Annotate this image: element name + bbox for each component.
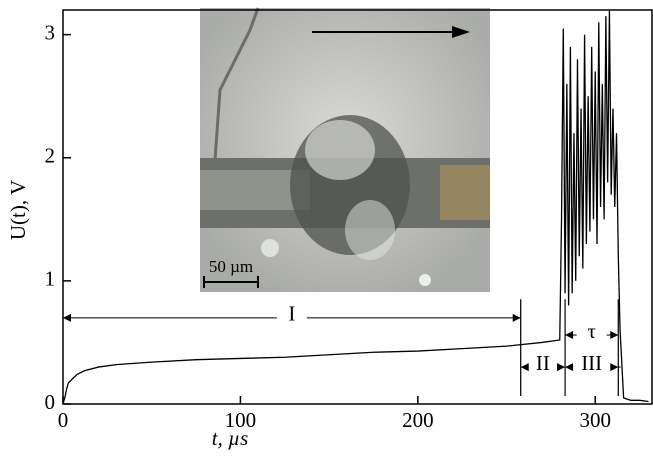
arrow-head (610, 363, 619, 372)
arrow-head (63, 313, 71, 322)
arrow-head (610, 331, 619, 340)
arrow-head (565, 363, 574, 372)
x-tick-label: 0 (58, 408, 69, 432)
x-tick-label: 300 (579, 408, 611, 432)
arrow-head (520, 363, 529, 372)
x-axis-label: t, µs (212, 426, 249, 450)
x-tick-label: 100 (225, 408, 257, 432)
arrow-head (557, 363, 566, 372)
y-tick-label: 0 (45, 390, 56, 414)
span-label: I (288, 302, 295, 326)
plot-frame (62, 9, 653, 405)
span-label: II (536, 351, 550, 375)
arrow-head (512, 313, 521, 322)
signal-line (62, 9, 649, 405)
arrow-head (565, 331, 574, 340)
y-tick-label: 3 (45, 20, 56, 44)
y-tick-label: 1 (45, 267, 56, 291)
span-label: τ (587, 319, 595, 343)
scale-bar-label: 50 µm (209, 257, 253, 276)
span-label: III (581, 351, 602, 375)
y-tick-label: 2 (45, 144, 56, 168)
y-axis-label: U(t), V (6, 180, 30, 240)
x-tick-label: 200 (402, 408, 434, 432)
inset-image: 50 µm (200, 7, 490, 292)
